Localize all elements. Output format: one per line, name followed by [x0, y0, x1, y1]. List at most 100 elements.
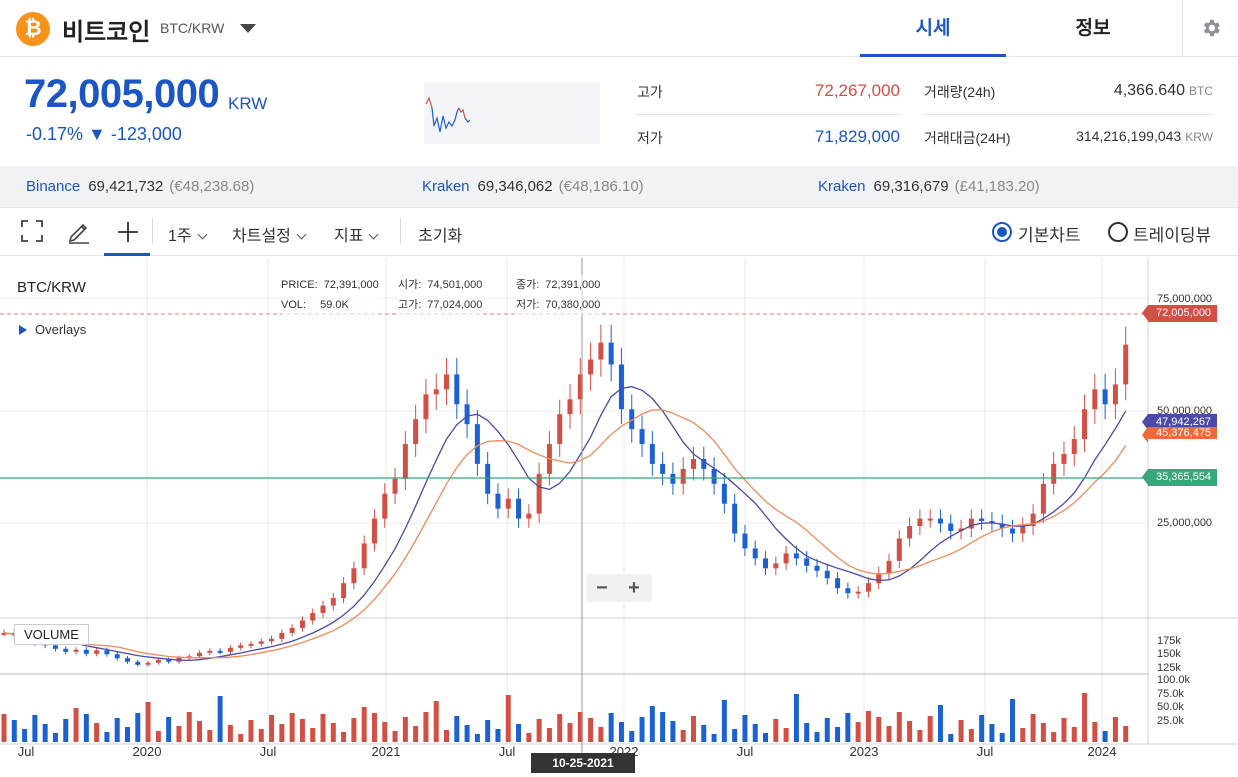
ma-fast-line: [3, 385, 1127, 662]
volume-bar: [835, 727, 841, 742]
candle-body: [505, 498, 511, 509]
settings-button[interactable]: [1182, 0, 1238, 57]
volume-bar: [896, 712, 902, 742]
legend-key: VOL:: [281, 299, 307, 311]
interval-dropdown[interactable]: 1주: [168, 222, 208, 246]
volume-bar: [227, 725, 233, 742]
low-label: 저가: [637, 130, 663, 146]
candle-body: [289, 627, 295, 633]
tradingview-label[interactable]: 트레이딩뷰: [1133, 226, 1212, 245]
candle-body: [1112, 384, 1118, 405]
candle-body: [948, 523, 954, 532]
candle-body: [1, 632, 7, 635]
tab-quote[interactable]: 시세: [860, 0, 1006, 57]
volume-bar: [639, 717, 645, 742]
volume-bar: [711, 734, 717, 742]
trade-value: 314,216,199,043 KRW: [1030, 128, 1213, 144]
volume-bar: [567, 723, 573, 742]
volume-bar: [629, 731, 635, 742]
candle-body: [773, 563, 779, 569]
volume-bar: [104, 732, 110, 742]
candle-body: [567, 399, 573, 415]
candle-body: [701, 458, 707, 469]
basic-chart-radio[interactable]: [992, 222, 1012, 242]
x-axis-label: Jul: [259, 744, 277, 759]
legend-value: 72,391,000: [323, 279, 379, 291]
price-chart[interactable]: BTC/KRW Overlays PRICE: 72,391,000 VOL: 59…: [0, 258, 1238, 777]
candle-body: [536, 473, 542, 514]
volume-bar: [670, 721, 676, 742]
candle-body: [1061, 453, 1067, 464]
candle-body: [814, 565, 820, 571]
gear-icon: [1204, 19, 1220, 37]
basic-chart-label[interactable]: 기본차트: [1018, 226, 1081, 245]
candle-body: [207, 650, 213, 653]
candle-body: [1071, 439, 1077, 454]
exchange-foreign-price: (€48,238.68): [169, 178, 255, 195]
volume-bar: [804, 723, 810, 742]
tradingview-radio[interactable]: [1108, 222, 1128, 242]
candle-body: [413, 419, 419, 445]
exchange-item[interactable]: Kraken 69,316,679 (£41,183.20): [818, 178, 1040, 195]
volume-bar: [42, 724, 48, 742]
overlays-label: Overlays: [35, 322, 87, 337]
indicators-dropdown[interactable]: 지표: [334, 222, 379, 246]
candle-body: [516, 498, 522, 519]
candlestick-chart[interactable]: [0, 258, 1238, 777]
zoom-out-button[interactable]: −: [596, 577, 608, 599]
volume-bar: [577, 712, 583, 742]
candle-body: [629, 409, 635, 430]
exchange-name: Kraken: [818, 178, 866, 195]
pair-dropdown-icon[interactable]: [240, 24, 256, 33]
candle-body: [269, 638, 275, 642]
volume-bar: [773, 719, 779, 742]
divider: [400, 218, 401, 244]
candle-body: [526, 513, 532, 519]
volume-bar: [1102, 731, 1108, 742]
volume-label: 거래량(24h): [924, 84, 996, 100]
volume-bar: [526, 733, 532, 742]
volume-bar: [927, 716, 933, 742]
candle-body: [94, 650, 100, 654]
x-axis-label: Jul: [976, 744, 994, 759]
zoom-in-button[interactable]: +: [628, 577, 640, 599]
exchange-price: 69,346,062: [477, 178, 553, 195]
reset-button[interactable]: 초기화: [418, 228, 463, 245]
volume-bar: [11, 720, 17, 742]
volume-bar: [783, 728, 789, 742]
fullscreen-icon[interactable]: [21, 220, 43, 242]
x-axis-label: 2020: [132, 744, 162, 759]
volume-bar: [464, 725, 470, 742]
exchange-foreign-price: (€48,186.10): [558, 178, 644, 195]
crosshair-icon[interactable]: [116, 220, 140, 244]
exchange-item[interactable]: Kraken 69,346,062 (€48,186.10): [422, 178, 644, 195]
candle-body: [371, 518, 377, 544]
chart-toolbar: 1주 차트설정 지표 초기화 기본차트 트레이딩뷰: [0, 208, 1238, 256]
volume-axis-label: 25.0k: [1157, 715, 1184, 727]
candle-body: [937, 518, 943, 524]
candle-body: [217, 650, 223, 653]
trade-value-number: 314,216,199,043: [1076, 128, 1182, 144]
candle-body: [732, 503, 738, 534]
volume-bar: [485, 720, 491, 742]
volume-bar: [114, 718, 120, 742]
pencil-icon[interactable]: [67, 220, 91, 244]
volume-bar: [413, 726, 419, 742]
ma-slow-line: [3, 409, 1127, 659]
volume-bar: [989, 724, 995, 742]
indicators-label: 지표: [334, 228, 364, 245]
interval-label: 1주: [168, 228, 192, 245]
volume-bar: [392, 731, 398, 742]
chart-settings-dropdown[interactable]: 차트설정: [232, 222, 307, 246]
coin-pair: BTC/KRW: [160, 20, 225, 36]
volume-bar: [269, 715, 275, 742]
last-price-tag: 72,005,000: [1141, 305, 1218, 322]
candle-body: [402, 444, 408, 479]
overlays-toggle[interactable]: Overlays: [19, 322, 86, 337]
exchange-name: Binance: [26, 178, 81, 195]
exchange-item[interactable]: Binance 69,421,732 (€48,238.68): [26, 178, 254, 195]
tab-info[interactable]: 정보: [1075, 18, 1111, 39]
volume-bar: [824, 718, 830, 742]
legend-value: 74,501,000: [427, 279, 483, 291]
volume-bar: [598, 727, 604, 742]
